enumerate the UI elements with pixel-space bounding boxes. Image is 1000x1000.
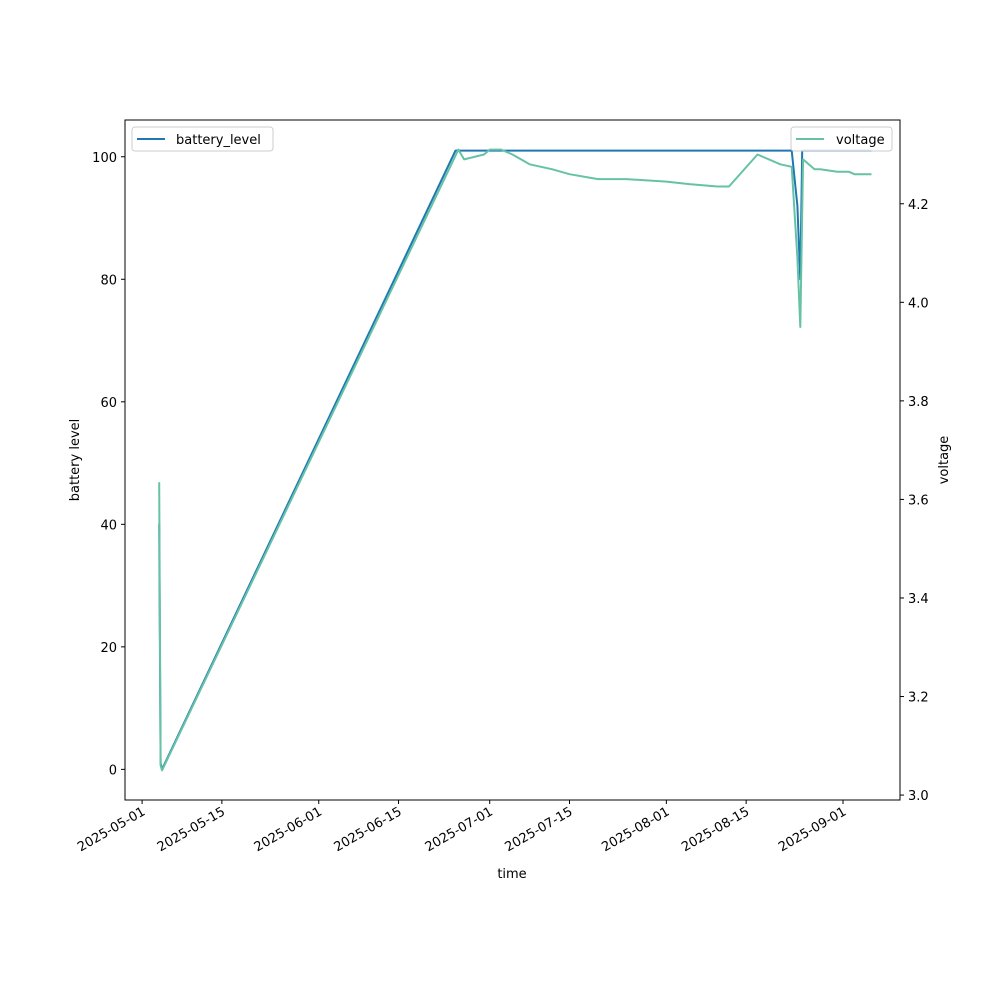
- plot-frame: [124, 119, 901, 801]
- x-axis-label: time: [497, 867, 526, 882]
- y-left-tick-label: 60: [100, 396, 117, 411]
- y-right-tick-label: 4.2: [908, 198, 929, 213]
- y-right-tick-label: 3.4: [908, 592, 929, 607]
- y-axis-right-label: voltage: [937, 436, 952, 485]
- legend-right: voltage: [790, 126, 893, 152]
- y-right-tick-label: 3.8: [908, 395, 929, 410]
- legend-label-battery-level: battery_level: [176, 133, 261, 148]
- y-left-tick-label: 40: [100, 518, 117, 533]
- series-line-voltage: [158, 148, 872, 772]
- legend-right-box: [790, 126, 893, 152]
- legend-label-voltage: voltage: [836, 133, 885, 148]
- legend-left: battery_level: [131, 126, 274, 152]
- legend-left-box: [131, 126, 274, 152]
- y-right-tick-label: 3.2: [908, 691, 929, 706]
- y-right-tick-label: 4.0: [908, 296, 929, 311]
- y-left-tick-label: 20: [100, 641, 117, 656]
- y-axis-left: 0 20 40 60 80 100: [92, 151, 125, 778]
- y-right-tick-label: 3.0: [908, 789, 929, 804]
- y-left-tick-label: 0: [109, 763, 117, 778]
- y-left-tick-label: 80: [100, 273, 117, 288]
- y-axis-left-label: battery level: [68, 419, 83, 502]
- y-right-tick-label: 3.6: [908, 493, 929, 508]
- y-axis-right: 3.0 3.2 3.4 3.6 3.8 4.0 4.2: [900, 198, 929, 804]
- y-left-tick-label: 100: [92, 151, 117, 166]
